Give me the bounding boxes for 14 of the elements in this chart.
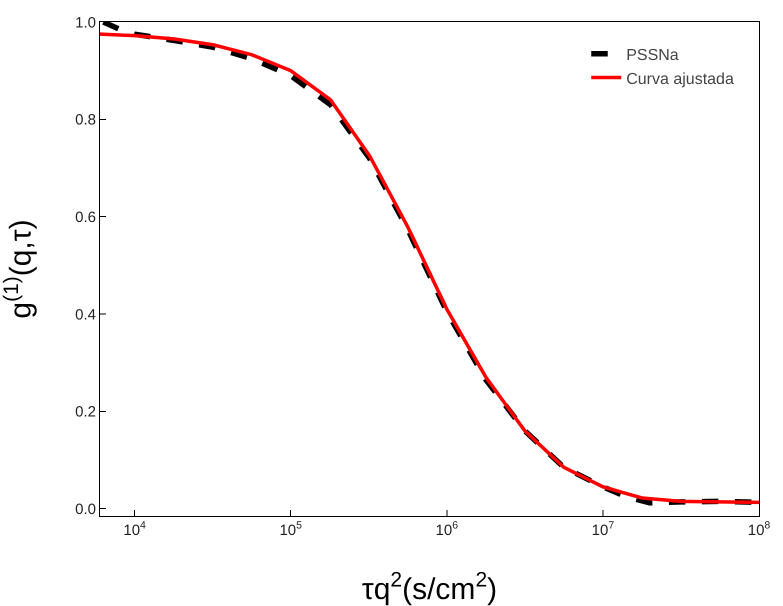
legend-label: Curva ajustada: [626, 70, 734, 88]
x-tick-label: 10$^{4}$: [123, 520, 146, 539]
x-tick-label: 10$^{8}$: [748, 520, 770, 539]
y-tick-label: 0.0: [75, 500, 96, 518]
x-tick-label: 10$^{7}$: [592, 520, 614, 539]
y-tick-label: 1.0: [75, 14, 96, 32]
legend-label: PSSNa: [626, 46, 679, 64]
x-tick-label: 10$^{5}$: [279, 520, 302, 539]
y-tick-label: 0.2: [75, 404, 96, 421]
y-tick-label: 0.4: [75, 306, 96, 324]
y-tick-label: 0.6: [75, 208, 96, 226]
x-axis-title: τq$^{2}$(s/cm$^{2}$): [362, 568, 498, 606]
y-tick-label: 0.8: [75, 112, 96, 129]
x-tick-label: 10$^{6}$: [436, 520, 458, 539]
